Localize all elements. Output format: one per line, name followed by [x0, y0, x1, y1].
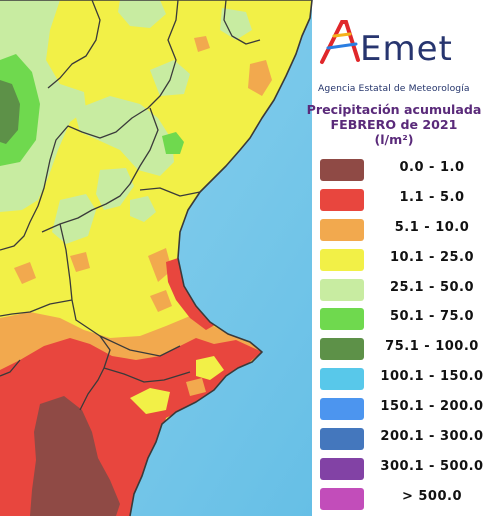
legend-swatch [320, 398, 364, 421]
legend-item: 75.1 - 100.0 [318, 337, 488, 367]
legend-label: 50.1 - 75.0 [389, 309, 475, 325]
legend-item: 50.1 - 75.0 [318, 307, 488, 337]
legend-item: 200.1 - 300.0 [318, 427, 488, 457]
legend-title: Precipitación acumulada FEBRERO de 2021 … [304, 102, 484, 147]
legend-unit: (l/m²) [374, 132, 414, 147]
region-5-10 [148, 248, 172, 282]
region-5-10 [194, 36, 210, 52]
region-25-50 [74, 96, 174, 176]
legend-label: 200.1 - 300.0 [380, 429, 484, 445]
legend-label: 10.1 - 25.0 [389, 249, 475, 265]
legend-swatch [320, 188, 364, 211]
legend-swatch [320, 159, 364, 181]
region-borders [0, 0, 313, 517]
legend: 0.0 - 1.0 1.1 - 5.0 5.1 - 10.0 10.1 - 25… [318, 158, 488, 517]
legend-item: 10.1 - 25.0 [318, 248, 488, 278]
legend-swatch [320, 457, 364, 480]
region-25-50 [220, 8, 252, 40]
region-0-1 [30, 396, 120, 516]
legend-label: 1.1 - 5.0 [399, 189, 465, 205]
legend-label: 150.1 - 200.0 [380, 399, 484, 415]
legend-label: 5.1 - 10.0 [394, 219, 470, 235]
region-75-100 [0, 80, 20, 144]
legend-label: 25.1 - 50.0 [389, 279, 475, 295]
legend-label: 300.1 - 500.0 [380, 458, 484, 474]
legend-item: 150.1 - 200.0 [318, 397, 488, 427]
legend-swatch [320, 248, 364, 271]
aemet-logo: Emet Agencia Estatal de Meteorología [316, 14, 486, 94]
legend-swatch [320, 487, 364, 510]
aemet-logotype: Emet [320, 20, 453, 66]
region-5-10 [14, 262, 36, 284]
legend-label: 75.1 - 100.0 [385, 339, 479, 355]
region-25-50 [96, 168, 134, 210]
region-50-75 [162, 132, 184, 154]
region-10-25 [130, 388, 170, 414]
legend-swatch [320, 338, 364, 361]
svg-text:Emet: Emet [360, 29, 453, 66]
legend-item: > 500.0 [318, 487, 488, 517]
legend-swatch [320, 278, 364, 301]
legend-label: 100.1 - 150.0 [380, 369, 484, 385]
legend-item: 25.1 - 50.0 [318, 278, 488, 308]
region-10-25 [196, 356, 224, 380]
region-5-10 [248, 60, 272, 96]
legend-title-line1: Precipitación acumulada [306, 102, 482, 117]
legend-item: 1.1 - 5.0 [318, 188, 488, 218]
region-5-10 [70, 252, 90, 272]
legend-swatch [320, 308, 364, 331]
agency-name: Agencia Estatal de Meteorología [318, 83, 470, 94]
legend-item: 5.1 - 10.0 [318, 218, 488, 248]
region-5-10 [150, 290, 172, 312]
legend-label: > 500.0 [401, 488, 463, 504]
region-25-50 [130, 196, 156, 222]
legend-swatch [320, 368, 364, 391]
region-5-10 [186, 378, 206, 396]
legend-item: 0.0 - 1.0 [318, 158, 488, 188]
legend-swatch [320, 428, 364, 451]
region-25-50 [118, 0, 166, 28]
legend-swatch [320, 218, 364, 241]
legend-label: 0.0 - 1.0 [399, 160, 465, 175]
legend-item: 300.1 - 500.0 [318, 457, 488, 487]
legend-title-line2: FEBRERO de 2021 [330, 117, 458, 132]
legend-item: 100.1 - 150.0 [318, 367, 488, 397]
